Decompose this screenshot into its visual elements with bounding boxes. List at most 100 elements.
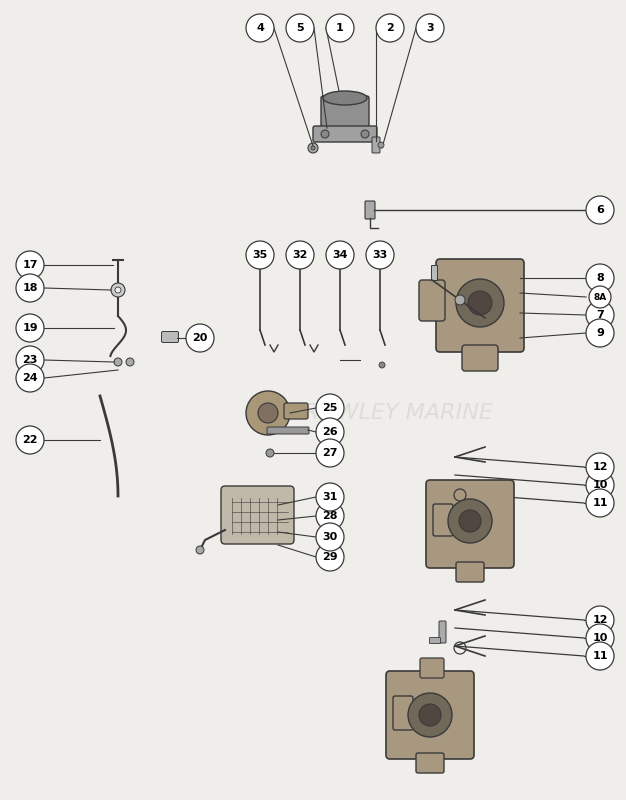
Circle shape [326, 241, 354, 269]
FancyBboxPatch shape [365, 201, 375, 219]
FancyBboxPatch shape [267, 427, 309, 434]
Circle shape [589, 286, 611, 308]
Text: CROWLEY MARINE: CROWLEY MARINE [287, 403, 493, 423]
Text: 24: 24 [22, 373, 38, 383]
FancyBboxPatch shape [439, 621, 446, 643]
Circle shape [459, 510, 481, 532]
Circle shape [311, 146, 315, 150]
Text: 27: 27 [322, 448, 338, 458]
FancyBboxPatch shape [313, 126, 377, 142]
Circle shape [586, 606, 614, 634]
FancyBboxPatch shape [431, 266, 438, 281]
Text: 17: 17 [23, 260, 38, 270]
Circle shape [266, 449, 274, 457]
Circle shape [316, 543, 344, 571]
Circle shape [316, 439, 344, 467]
Circle shape [378, 142, 384, 148]
Circle shape [366, 241, 394, 269]
Circle shape [586, 264, 614, 292]
Text: 35: 35 [252, 250, 268, 260]
Circle shape [586, 489, 614, 517]
Circle shape [379, 362, 385, 368]
FancyBboxPatch shape [456, 562, 484, 582]
Circle shape [111, 283, 125, 297]
Text: 6: 6 [596, 205, 604, 215]
Circle shape [16, 314, 44, 342]
Text: 34: 34 [332, 250, 348, 260]
FancyBboxPatch shape [429, 638, 441, 643]
FancyBboxPatch shape [416, 753, 444, 773]
Circle shape [316, 523, 344, 551]
Circle shape [16, 346, 44, 374]
Circle shape [316, 502, 344, 530]
Text: 23: 23 [23, 355, 38, 365]
Text: 33: 33 [372, 250, 387, 260]
FancyBboxPatch shape [426, 480, 514, 568]
Text: 31: 31 [322, 492, 337, 502]
Circle shape [258, 403, 278, 423]
Circle shape [114, 358, 122, 366]
FancyBboxPatch shape [221, 486, 294, 544]
Circle shape [316, 483, 344, 511]
Circle shape [308, 143, 318, 153]
Text: 12: 12 [592, 615, 608, 625]
FancyBboxPatch shape [462, 345, 498, 371]
Circle shape [126, 358, 134, 366]
Circle shape [416, 14, 444, 42]
Circle shape [586, 301, 614, 329]
Text: 30: 30 [322, 532, 337, 542]
Circle shape [316, 418, 344, 446]
Circle shape [196, 546, 204, 554]
Circle shape [468, 291, 492, 315]
Text: 19: 19 [22, 323, 38, 333]
FancyBboxPatch shape [372, 137, 380, 153]
Text: 9: 9 [596, 328, 604, 338]
Text: 32: 32 [292, 250, 308, 260]
Text: 28: 28 [322, 511, 338, 521]
Text: 1: 1 [336, 23, 344, 33]
FancyBboxPatch shape [419, 280, 445, 321]
Circle shape [286, 14, 314, 42]
Circle shape [361, 130, 369, 138]
Text: 5: 5 [296, 23, 304, 33]
Circle shape [115, 287, 121, 293]
Circle shape [408, 693, 452, 737]
Text: 18: 18 [23, 283, 38, 293]
Circle shape [321, 130, 329, 138]
Circle shape [448, 499, 492, 543]
Text: 7: 7 [596, 310, 604, 320]
Text: 20: 20 [192, 333, 208, 343]
Text: 26: 26 [322, 427, 338, 437]
Text: 10: 10 [592, 480, 608, 490]
Circle shape [455, 295, 465, 305]
Text: 3: 3 [426, 23, 434, 33]
Ellipse shape [323, 91, 367, 105]
Text: 10: 10 [592, 633, 608, 643]
Circle shape [326, 14, 354, 42]
Text: 2: 2 [386, 23, 394, 33]
Circle shape [186, 324, 214, 352]
Circle shape [316, 394, 344, 422]
Circle shape [586, 196, 614, 224]
Circle shape [376, 14, 404, 42]
Text: 29: 29 [322, 552, 338, 562]
FancyBboxPatch shape [321, 96, 369, 130]
FancyBboxPatch shape [386, 671, 474, 759]
Text: 8A: 8A [593, 293, 607, 302]
Circle shape [586, 471, 614, 499]
Text: 11: 11 [592, 498, 608, 508]
FancyBboxPatch shape [420, 658, 444, 678]
Circle shape [16, 426, 44, 454]
FancyBboxPatch shape [162, 331, 178, 342]
Text: 25: 25 [322, 403, 337, 413]
Circle shape [246, 241, 274, 269]
Text: 12: 12 [592, 462, 608, 472]
Circle shape [586, 319, 614, 347]
Circle shape [456, 279, 504, 327]
FancyBboxPatch shape [436, 259, 524, 352]
Circle shape [286, 241, 314, 269]
Circle shape [246, 391, 290, 435]
Circle shape [586, 642, 614, 670]
Circle shape [586, 624, 614, 652]
Text: 4: 4 [256, 23, 264, 33]
